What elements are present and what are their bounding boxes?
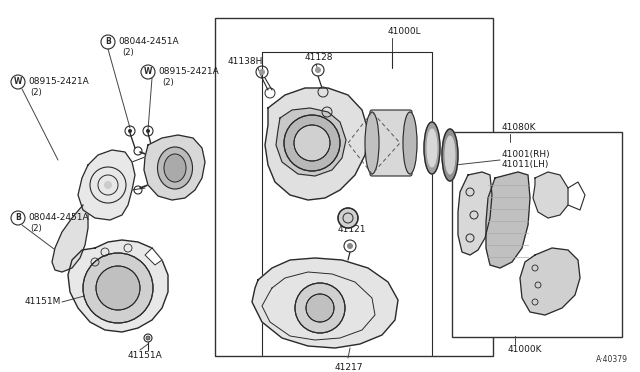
Text: 41217: 41217	[335, 363, 364, 372]
Polygon shape	[252, 258, 398, 348]
FancyBboxPatch shape	[370, 110, 412, 176]
Circle shape	[104, 181, 112, 189]
Polygon shape	[78, 150, 135, 220]
Text: 41128: 41128	[305, 54, 333, 62]
Text: 41151M: 41151M	[25, 298, 61, 307]
Text: 41000K: 41000K	[508, 346, 543, 355]
Polygon shape	[52, 205, 88, 272]
Ellipse shape	[403, 112, 417, 174]
Text: 41001(RH): 41001(RH)	[502, 151, 550, 160]
Circle shape	[306, 294, 334, 322]
Text: 08915-2421A: 08915-2421A	[158, 67, 219, 77]
Polygon shape	[458, 172, 492, 255]
Polygon shape	[144, 135, 205, 200]
Text: 41080K: 41080K	[502, 124, 536, 132]
Circle shape	[259, 69, 265, 75]
Circle shape	[128, 129, 132, 133]
Text: W: W	[144, 67, 152, 77]
Text: A·40379: A·40379	[596, 356, 628, 365]
Text: 41011(LH): 41011(LH)	[502, 160, 549, 170]
Circle shape	[294, 125, 330, 161]
Circle shape	[146, 336, 150, 340]
Circle shape	[284, 115, 340, 171]
Text: (2): (2)	[30, 224, 42, 232]
Text: B: B	[105, 38, 111, 46]
Ellipse shape	[157, 147, 193, 189]
Polygon shape	[520, 248, 580, 315]
Polygon shape	[486, 172, 530, 268]
Circle shape	[83, 253, 153, 323]
Ellipse shape	[365, 112, 379, 174]
Bar	[452, 132, 622, 337]
Circle shape	[338, 208, 358, 228]
Text: 08915-2421A: 08915-2421A	[28, 77, 89, 87]
Circle shape	[295, 283, 345, 333]
Ellipse shape	[445, 136, 455, 174]
Text: 41000L: 41000L	[388, 28, 422, 36]
Text: B: B	[15, 214, 21, 222]
Circle shape	[146, 129, 150, 133]
Text: 08044-2451A: 08044-2451A	[118, 38, 179, 46]
Text: 41151A: 41151A	[128, 350, 163, 359]
Text: (2): (2)	[122, 48, 134, 57]
Text: (2): (2)	[162, 77, 173, 87]
Ellipse shape	[164, 154, 186, 182]
Polygon shape	[145, 248, 162, 265]
Circle shape	[96, 266, 140, 310]
Text: 41138H: 41138H	[228, 58, 264, 67]
Polygon shape	[68, 240, 168, 332]
Text: (2): (2)	[30, 87, 42, 96]
Text: 08044-2451A: 08044-2451A	[28, 214, 88, 222]
Polygon shape	[276, 108, 346, 176]
Ellipse shape	[442, 129, 458, 181]
Circle shape	[315, 67, 321, 73]
Text: W: W	[14, 77, 22, 87]
Polygon shape	[533, 172, 568, 218]
Circle shape	[347, 243, 353, 249]
Ellipse shape	[424, 122, 440, 174]
Polygon shape	[265, 88, 368, 200]
Text: 41121: 41121	[338, 225, 367, 234]
Ellipse shape	[427, 129, 437, 167]
Bar	[215, 18, 493, 356]
